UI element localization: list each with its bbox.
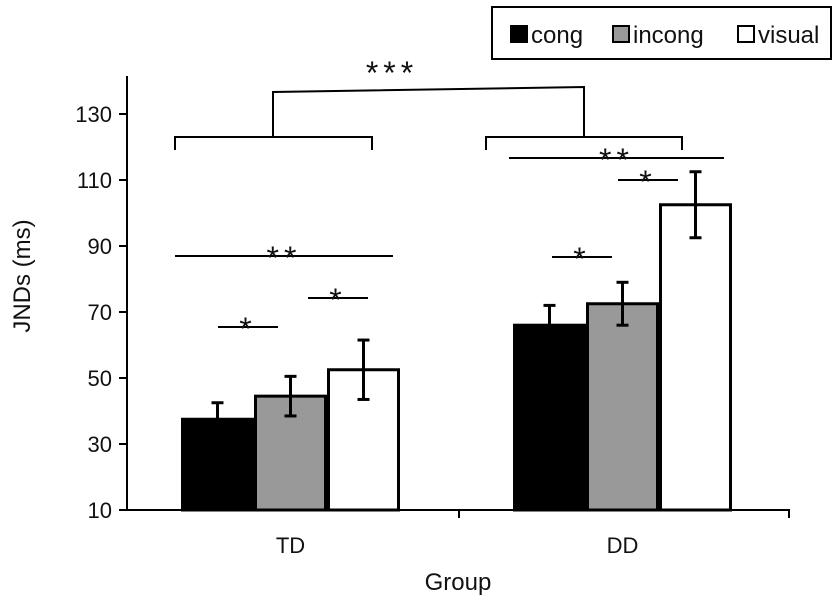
sig-label: * (239, 311, 256, 347)
bar-dd-cong (515, 325, 585, 510)
y-axis-title: JNDs (ms) (9, 219, 36, 332)
legend-label-cong: cong (531, 22, 583, 49)
y-tick-label: 50 (88, 366, 112, 391)
sig-label: ** (599, 142, 634, 178)
sig-label: * (329, 282, 346, 318)
category-label-td: TD (276, 533, 305, 558)
legend-label-visual: visual (758, 22, 819, 49)
sig-label: * (573, 241, 590, 277)
legend: cong incong visual (492, 7, 831, 59)
group-brace-td (175, 137, 372, 150)
legend-label-incong: incong (633, 22, 704, 49)
x-axis-title: Group (425, 569, 492, 596)
group-brace-dd (486, 137, 682, 150)
bar-dd-visual (661, 205, 731, 510)
sig-line-td-dd (273, 87, 584, 122)
bar-dd-incong (588, 304, 658, 510)
legend-swatch-incong (613, 26, 629, 42)
sig-label: * (639, 164, 656, 200)
y-tick-label: 110 (77, 168, 112, 193)
y-tick-label: 130 (75, 102, 112, 127)
y-tick-label: 90 (88, 234, 112, 259)
bars (183, 205, 731, 510)
category-label-dd: DD (607, 533, 639, 558)
y-tick-label: 70 (88, 300, 112, 325)
y-tick-label: 10 (88, 498, 112, 523)
sig-label-groups: *** (366, 55, 418, 91)
y-tick-label: 30 (88, 432, 112, 457)
y-axis-ticks: 10 30 50 70 90 110 130 (75, 102, 127, 523)
legend-swatch-cong (511, 26, 527, 42)
x-axis-ticks: TD DD (276, 510, 789, 558)
sig-label: ** (267, 240, 302, 276)
legend-swatch-visual (738, 26, 754, 42)
